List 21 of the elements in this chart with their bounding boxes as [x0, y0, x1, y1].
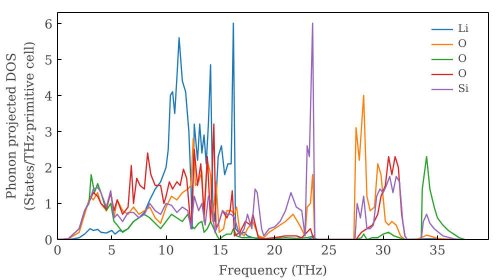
legend-label: O [458, 67, 468, 80]
x-tick-label: 35 [429, 242, 446, 258]
legend-label: Li [458, 22, 470, 35]
x-tick-label: 25 [320, 242, 337, 258]
x-tick-label: 30 [375, 242, 392, 258]
y-tick-label: 6 [44, 16, 53, 32]
x-tick-label: 10 [158, 242, 174, 258]
y-axis-title: Phonon projected DOS (States/THz·primitive cell) [3, 41, 36, 211]
y-tick-label: 0 [44, 232, 53, 248]
x-tick-label: 5 [108, 242, 116, 258]
y-tick-label: 1 [44, 196, 53, 212]
x-tick-label: 20 [266, 242, 283, 258]
x-axis-title: Frequency (THz) [218, 262, 328, 278]
y-tick-label: 2 [44, 160, 53, 176]
x-tick-label: 15 [212, 242, 228, 258]
legend-label: Si [458, 82, 470, 95]
y-tick-label: 5 [44, 52, 53, 68]
legend-label: O [458, 37, 468, 50]
y-tick-label: 4 [44, 88, 53, 104]
legend-label: O [458, 52, 468, 65]
y-tick-label: 3 [44, 124, 53, 140]
